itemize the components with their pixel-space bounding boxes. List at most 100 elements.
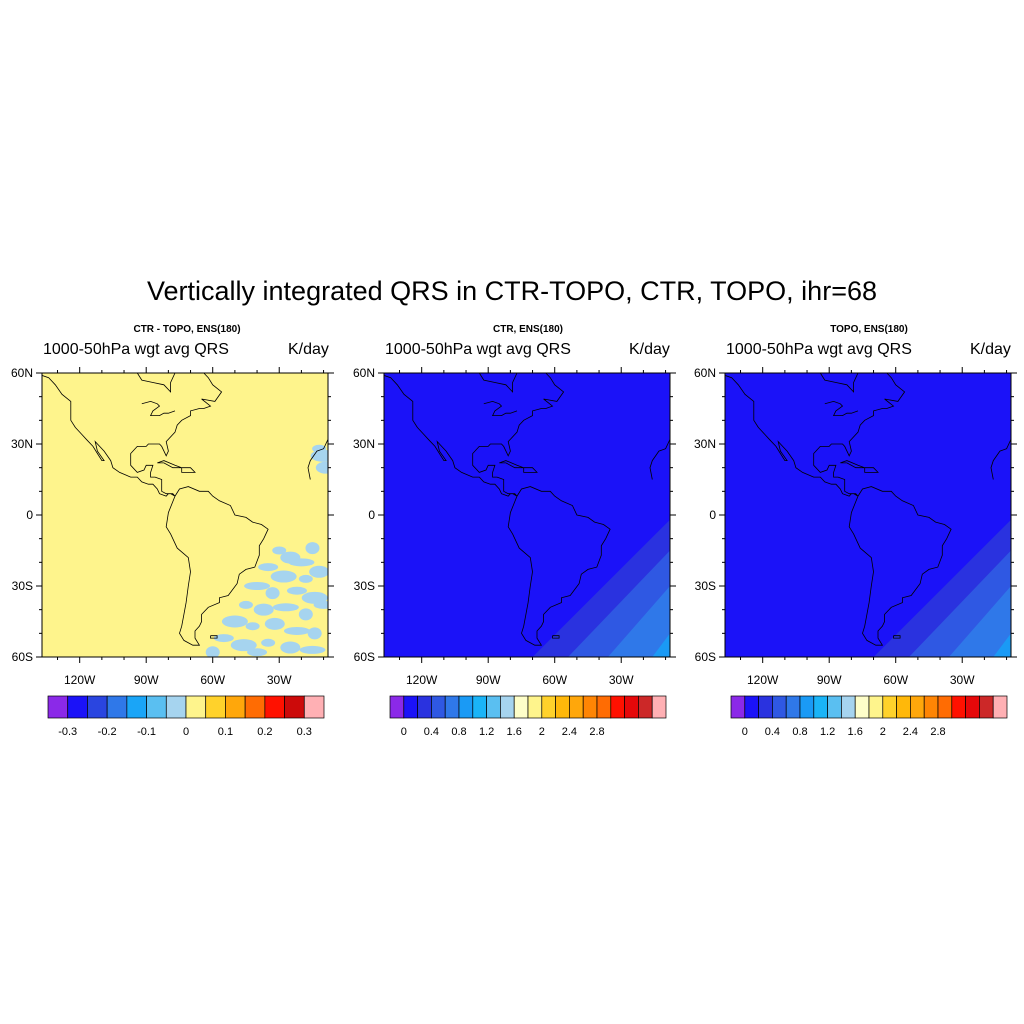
- field-patch: [270, 570, 297, 583]
- field-patch: [258, 563, 279, 572]
- panel-units: K/day: [970, 341, 1011, 358]
- lat-tick-label: 60S: [12, 650, 33, 664]
- panel-left-string: 1000-50hPa wgt avg QRS: [726, 341, 912, 358]
- field-patch: [245, 622, 260, 631]
- lat-tick-label: 0: [368, 508, 375, 522]
- field-patch: [310, 449, 328, 462]
- colorbar-box: [444, 695, 460, 719]
- panel-units: K/day: [629, 341, 670, 358]
- field-patch: [298, 574, 313, 583]
- lat-tick-label: 30S: [12, 579, 33, 593]
- lon-tick-label: 120W: [64, 673, 96, 687]
- colorbar-label: 1.2: [820, 726, 835, 738]
- field-patch: [205, 646, 220, 657]
- field-patch: [312, 444, 327, 453]
- colorbar-box: [146, 695, 167, 719]
- colorbar-box: [47, 695, 69, 719]
- colorbar: -0.3 -0.2 -0.1 0 0.1 0.2 0.3: [47, 695, 325, 738]
- map-plot: 60N 30N 0 30S 60S 120W 90W 60W 30W 0 0.4 0.8 1.2 1.6 2…: [353, 366, 676, 738]
- field-background: [42, 373, 328, 657]
- field-patch: [230, 639, 257, 652]
- field-patch: [280, 641, 301, 654]
- lat-tick-label: 0: [26, 508, 33, 522]
- lat-tick-label: 60S: [695, 650, 716, 664]
- coastline: [307, 439, 328, 480]
- colorbar-box: [651, 695, 667, 719]
- lon-tick-label: 60W: [200, 673, 225, 687]
- colorbar-box: [417, 695, 432, 719]
- colorbar-box: [785, 695, 801, 719]
- colorbar-label: -0.1: [137, 726, 156, 738]
- coastline: [552, 635, 560, 639]
- coastline: [141, 400, 176, 416]
- colorbar: 0 0.4 0.8 1.2 1.6 2 2.4 2.8: [389, 695, 667, 738]
- colorbar-box: [458, 695, 474, 719]
- colorbar-label: 2: [539, 726, 545, 738]
- lon-tick-label: 30W: [609, 673, 634, 687]
- lon-tick-label: 90W: [476, 673, 501, 687]
- field-patch: [301, 591, 328, 604]
- coastline: [864, 467, 879, 473]
- field-patch: [238, 600, 253, 609]
- coastline: [136, 373, 176, 393]
- colorbar-label: 1.6: [848, 726, 863, 738]
- field-patch: [213, 634, 234, 643]
- colorbar-box: [882, 695, 897, 719]
- colorbar-label: 0.4: [765, 726, 780, 738]
- lat-tick-label: 60N: [11, 366, 33, 380]
- colorbar-label: 1.2: [479, 726, 494, 738]
- colorbar-label: 0.8: [451, 726, 466, 738]
- colorbar-box: [284, 695, 305, 719]
- colorbar-box: [389, 695, 405, 719]
- colorbar-box: [610, 695, 625, 719]
- panel-topo: TOPO, ENS(180) 1000-50hPa wgt avg QRS K/…: [683, 318, 1023, 758]
- coastline: [483, 400, 518, 416]
- panel-left-string: 1000-50hPa wgt avg QRS: [385, 341, 571, 358]
- lat-tick-label: 30N: [694, 437, 716, 451]
- lat-tick-label: 60S: [354, 650, 375, 664]
- colorbar-label: 2.4: [562, 726, 577, 738]
- panel-title: TOPO, ENS(180): [830, 324, 908, 335]
- colorbar-box: [923, 695, 939, 719]
- lat-tick-label: 30N: [11, 437, 33, 451]
- colorbar-box: [106, 695, 128, 719]
- colorbar-box: [472, 695, 487, 719]
- coastline: [478, 373, 518, 393]
- coastline: [819, 373, 859, 393]
- colorbar-label: 0.1: [218, 726, 233, 738]
- panel-title: CTR, ENS(180): [492, 324, 563, 335]
- colorbar: 0 0.4 0.8 1.2 1.6 2 2.4 2.8: [730, 695, 1008, 738]
- coastline: [848, 486, 952, 646]
- colorbar-box: [992, 695, 1008, 719]
- colorbar-box: [264, 695, 285, 719]
- colorbar-box: [582, 695, 598, 719]
- colorbar-box: [758, 695, 773, 719]
- colorbar-box: [910, 695, 925, 719]
- colorbar-box: [638, 695, 653, 719]
- lon-tick-label: 90W: [817, 673, 842, 687]
- field-patch: [307, 627, 322, 640]
- colorbar-box: [772, 695, 787, 719]
- colorbar-label: -0.2: [98, 726, 117, 738]
- colorbar-box: [951, 695, 966, 719]
- panel-title: CTR - TOPO, ENS(180): [133, 324, 241, 335]
- colorbar-box: [813, 695, 828, 719]
- colorbar-box: [569, 695, 584, 719]
- coastline: [649, 439, 670, 480]
- colorbar-label: 2.8: [589, 726, 604, 738]
- coastline: [42, 373, 223, 497]
- coastline: [893, 635, 901, 639]
- colorbar-label: 2.8: [930, 726, 945, 738]
- lon-tick-label: 30W: [267, 673, 292, 687]
- field-patch: [244, 582, 271, 590]
- panel-ctr: CTR, ENS(180) 1000-50hPa wgt avg QRS K/d…: [342, 318, 682, 758]
- colorbar-label: 0: [183, 726, 189, 738]
- colorbar-box: [868, 695, 884, 719]
- colorbar-box: [225, 695, 246, 719]
- coastline: [523, 467, 538, 473]
- coastline: [165, 486, 269, 646]
- field-patch: [265, 587, 280, 600]
- colorbar-box: [527, 695, 543, 719]
- lon-tick-label: 30W: [950, 673, 975, 687]
- field-patch: [286, 586, 307, 595]
